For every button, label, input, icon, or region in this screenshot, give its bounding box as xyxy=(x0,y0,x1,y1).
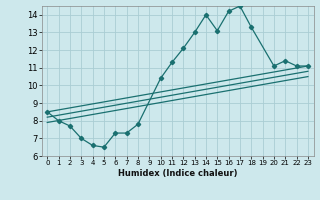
X-axis label: Humidex (Indice chaleur): Humidex (Indice chaleur) xyxy=(118,169,237,178)
